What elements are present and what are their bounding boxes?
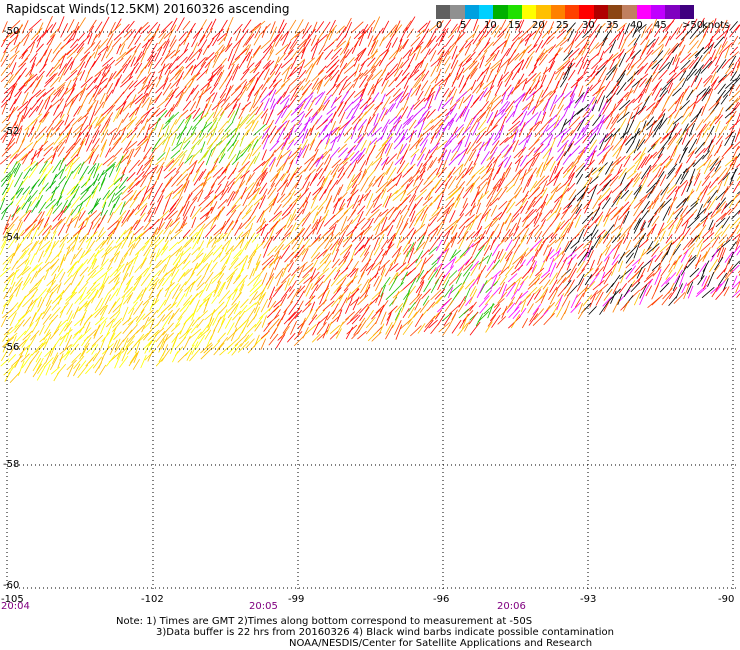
legend-label: 25 <box>556 20 569 31</box>
lat-label-56: -56 <box>3 342 20 353</box>
legend-swatch <box>622 5 637 19</box>
lon-label-99: -99 <box>288 594 305 605</box>
legend-swatch <box>536 5 551 19</box>
legend-swatch <box>665 5 680 19</box>
lat-label-52: -52 <box>3 126 20 137</box>
lon-label-96: -96 <box>433 594 450 605</box>
legend-color-bar <box>436 5 694 19</box>
legend-swatch <box>564 5 580 19</box>
lat-label-54: -54 <box>3 232 20 243</box>
note-line-1: Note: 1) Times are GMT 2)Times along bot… <box>116 616 533 627</box>
legend-label: 5 <box>460 20 467 31</box>
wind-speed-legend: 0 5 10 15 20 25 30 35 40 45 >50 knots <box>436 5 729 33</box>
legend-label: 15 <box>508 20 521 31</box>
legend-units: knots <box>702 20 730 31</box>
legend-swatch <box>436 5 451 19</box>
lon-label-102: -102 <box>141 594 164 605</box>
credit-line: NOAA/NESDIS/Center for Satellite Applica… <box>289 638 593 649</box>
legend-label: 10 <box>484 20 497 31</box>
note-line-2: 3)Data buffer is 22 hrs from 20160326 4)… <box>156 627 614 638</box>
lon-label-93: -93 <box>580 594 597 605</box>
lat-label-58: -58 <box>3 459 20 470</box>
lat-label-60: -60 <box>3 580 20 591</box>
legend-swatch <box>478 5 494 19</box>
legend-label: 45 <box>654 20 667 31</box>
legend-swatch <box>579 5 594 19</box>
legend-label: >50 <box>682 20 704 31</box>
map-title: Rapidscat Winds(12.5KM) 20160326 ascendi… <box>6 2 290 16</box>
legend-swatch <box>679 5 694 19</box>
lon-label-105: -105 <box>1 594 24 605</box>
legend-swatch <box>507 5 522 19</box>
lon-label-90: -90 <box>718 594 735 605</box>
legend-label: 0 <box>436 20 443 31</box>
lat-label-50: -50 <box>3 26 20 37</box>
legend-label: 30 <box>582 20 595 31</box>
legend-swatch <box>607 5 623 19</box>
legend-label: 20 <box>532 20 545 31</box>
legend-labels: 0 5 10 15 20 25 30 35 40 45 >50 knots <box>436 19 729 33</box>
legend-swatch <box>593 5 608 19</box>
legend-swatch <box>550 5 565 19</box>
legend-swatch <box>521 5 537 19</box>
lat-lon-grid <box>6 31 737 590</box>
legend-swatch <box>636 5 651 19</box>
legend-swatch <box>493 5 508 19</box>
time-label-2006: 20:06 <box>497 601 526 612</box>
wind-barb-field <box>0 15 740 383</box>
legend-swatch <box>464 5 479 19</box>
legend-swatch <box>450 5 465 19</box>
legend-swatch <box>650 5 666 19</box>
legend-label: 35 <box>606 20 619 31</box>
time-label-2004: 20:04 <box>1 601 30 612</box>
time-label-2005: 20:05 <box>249 601 278 612</box>
legend-label: 40 <box>630 20 643 31</box>
